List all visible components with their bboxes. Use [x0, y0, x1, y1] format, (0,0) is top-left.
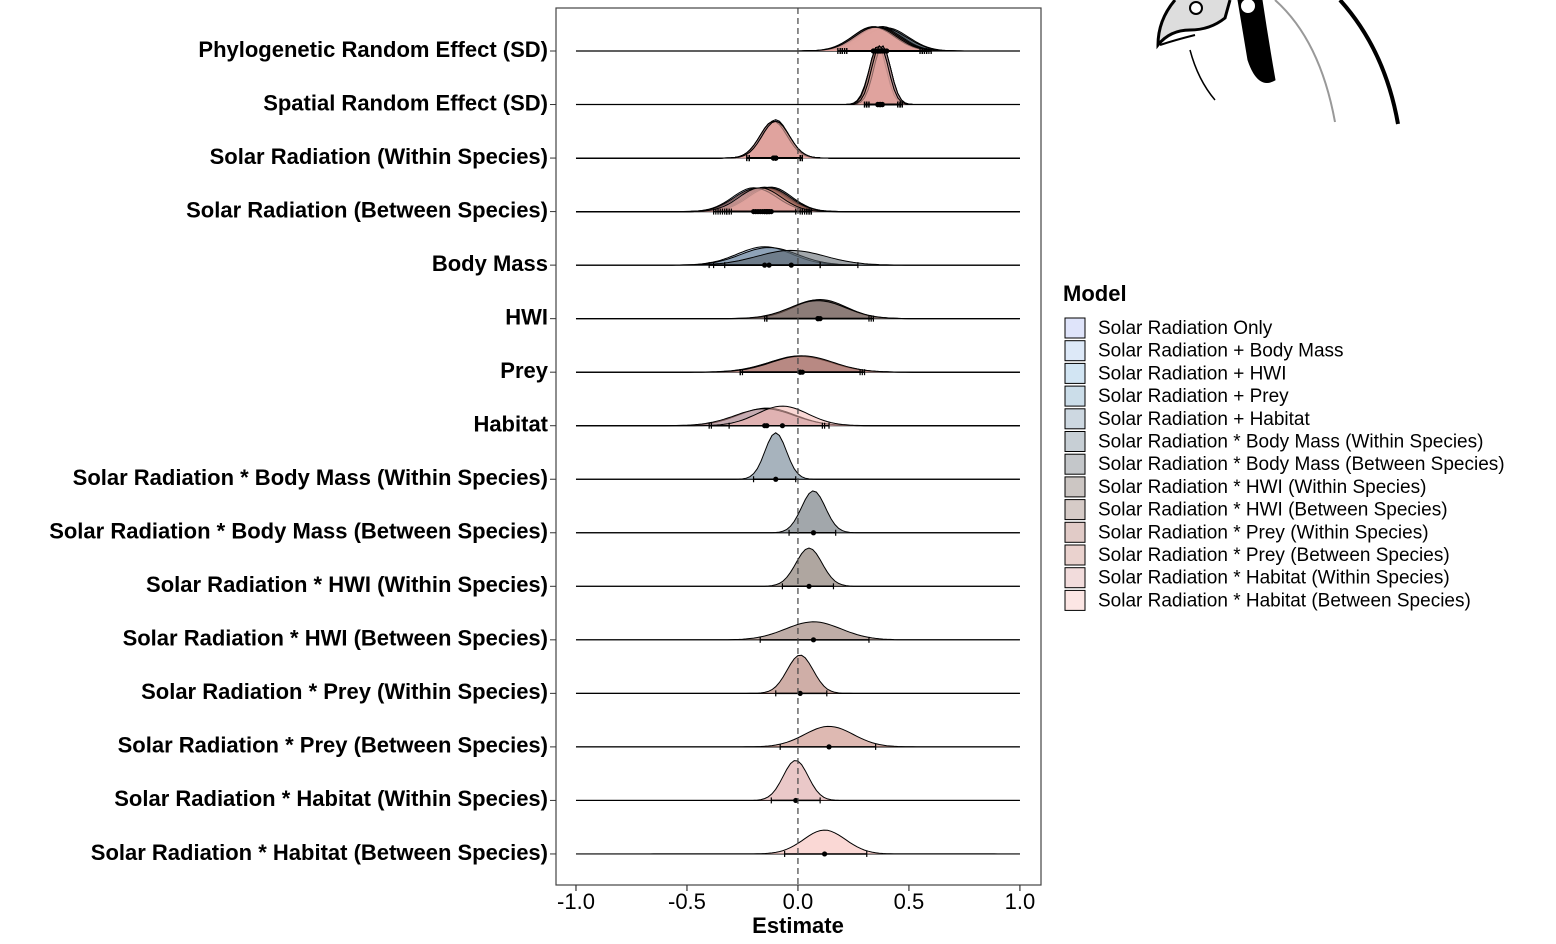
density — [576, 45, 1020, 105]
point-estimate — [773, 476, 779, 482]
legend-swatch — [1064, 340, 1086, 362]
density — [576, 490, 1020, 534]
y-tick-label: Solar Radiation * HWI (Within Species) — [146, 572, 548, 597]
point-estimate — [815, 316, 821, 322]
legend-swatch — [1064, 521, 1086, 543]
legend-label: Solar Radiation + HWI — [1098, 363, 1287, 384]
y-tick-label: Solar Radiation * Habitat (Between Speci… — [91, 840, 548, 865]
legend-label: Solar Radiation Only — [1098, 318, 1273, 339]
x-tick-label: 0.5 — [894, 889, 925, 914]
x-axis-title: Estimate — [752, 913, 844, 938]
y-tick-label: Solar Radiation * Habitat (Within Specie… — [114, 786, 548, 811]
x-tick-label: -0.5 — [668, 889, 706, 914]
density — [576, 654, 1020, 694]
legend-swatch — [1064, 317, 1086, 339]
point-estimate — [873, 48, 879, 54]
density — [576, 45, 1020, 105]
point-estimate — [793, 797, 799, 804]
legend-swatch — [1064, 453, 1086, 475]
density — [576, 45, 1020, 105]
point-estimate — [757, 208, 763, 215]
x-tick-label: 1.0 — [1005, 889, 1036, 914]
point-estimate — [810, 530, 817, 536]
y-tick-label: Body Mass — [432, 251, 548, 276]
y-tick-label: Solar Radiation * Prey (Within Species) — [141, 679, 548, 704]
density — [576, 45, 1020, 105]
point-estimate — [821, 851, 828, 857]
legend-swatch — [1064, 476, 1086, 498]
point-estimate — [799, 369, 805, 375]
density — [576, 45, 1020, 105]
point-estimate — [779, 423, 786, 429]
point-estimate — [810, 637, 817, 643]
legend-swatch — [1064, 385, 1086, 407]
x-tick-label: 0.0 — [783, 889, 814, 914]
legend-swatch — [1064, 589, 1086, 611]
legend-swatch — [1064, 362, 1086, 384]
density — [576, 45, 1020, 105]
legend-label: Solar Radiation * HWI (Between Species) — [1098, 500, 1448, 521]
y-tick-label: Solar Radiation * Body Mass (Between Spe… — [49, 519, 548, 544]
parrot-illustration — [1156, 0, 1400, 125]
legend-swatch — [1064, 408, 1086, 430]
y-tick-label: Solar Radiation * Body Mass (Within Spec… — [73, 465, 548, 490]
y-tick-label: Habitat — [473, 412, 548, 437]
legend-label: Solar Radiation * Body Mass (Within Spec… — [1098, 432, 1483, 453]
point-estimate — [806, 583, 812, 589]
legend-label: Solar Radiation + Prey — [1098, 386, 1289, 407]
y-tick-label: Solar Radiation (Within Species) — [210, 144, 548, 169]
legend-swatch — [1064, 544, 1086, 566]
y-tick-label: Solar Radiation (Between Species) — [186, 197, 548, 222]
legend-label: Solar Radiation * Prey (Within Species) — [1098, 522, 1429, 543]
x-tick-label: -1.0 — [557, 889, 595, 914]
y-tick-label: Spatial Random Effect (SD) — [263, 90, 548, 115]
y-tick-label: Prey — [500, 358, 548, 383]
point-estimate — [877, 101, 883, 108]
legend-label: Solar Radiation * Body Mass (Between Spe… — [1098, 454, 1505, 475]
legend-label: Solar Radiation + Body Mass — [1098, 341, 1344, 362]
y-tick-label: Phylogenetic Random Effect (SD) — [198, 37, 548, 62]
legend-label: Solar Radiation + Habitat — [1098, 409, 1310, 430]
density — [576, 45, 1020, 105]
y-tick-label: HWI — [505, 304, 548, 329]
point-estimate — [826, 744, 832, 750]
legend-label: Solar Radiation * Habitat (Between Speci… — [1098, 590, 1471, 611]
legend-swatch — [1064, 431, 1086, 452]
legend-swatch — [1064, 499, 1086, 521]
y-tick-label: Solar Radiation * HWI (Between Species) — [123, 626, 548, 651]
legend-swatch — [1064, 567, 1086, 589]
legend-label: Solar Radiation * Habitat (Within Specie… — [1098, 568, 1450, 589]
point-estimate — [788, 262, 794, 268]
legend-label: Solar Radiation * Prey (Between Species) — [1098, 545, 1450, 566]
point-estimate — [773, 155, 779, 161]
y-tick-label: Solar Radiation * Prey (Between Species) — [118, 733, 548, 758]
density — [576, 45, 1020, 105]
density — [576, 45, 1020, 105]
density — [576, 45, 1020, 105]
density — [576, 355, 1020, 373]
density — [576, 45, 1020, 105]
density — [576, 45, 1020, 105]
legend-label: Solar Radiation * HWI (Within Species) — [1098, 477, 1426, 498]
density — [576, 187, 1020, 213]
point-estimate — [797, 690, 803, 696]
legend-title: Model — [1063, 281, 1127, 306]
